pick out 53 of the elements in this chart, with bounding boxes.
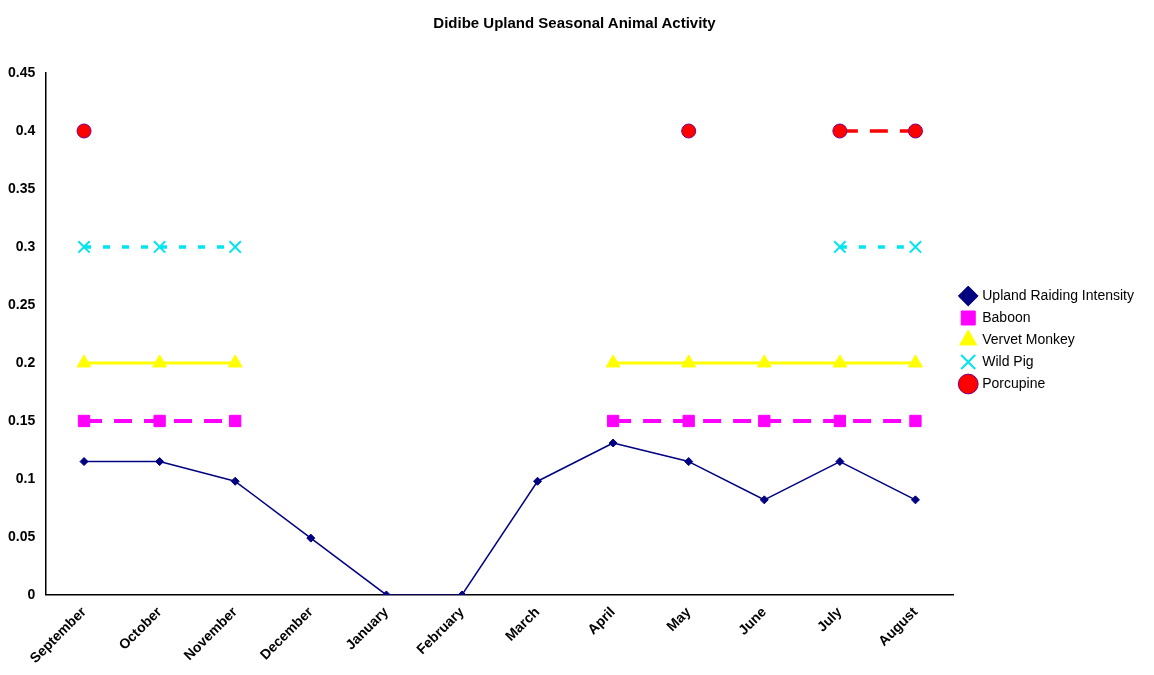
point: [833, 414, 847, 428]
y-tick-label: 0.4: [15, 121, 36, 138]
y-tick-label: 0.25: [8, 295, 36, 312]
legend-label: Baboon: [982, 308, 1031, 325]
point: [681, 354, 697, 368]
legend-label: Porcupine: [982, 374, 1046, 391]
y-tick-label: 0.15: [8, 411, 36, 428]
point: [76, 354, 92, 368]
point: [77, 240, 91, 254]
point: [79, 457, 89, 467]
point: [608, 438, 618, 448]
point: [153, 414, 166, 428]
x-tick-label: July: [813, 603, 845, 635]
chart-title: Didibe Upland Seasonal Animal Activity: [433, 14, 717, 32]
point: [155, 457, 165, 467]
point: [756, 354, 772, 368]
point: [77, 414, 91, 428]
legend-label: Upland Raiding Intensity: [982, 286, 1135, 303]
point: [227, 354, 243, 368]
y-tick-label: 0.1: [15, 469, 36, 486]
point: [229, 414, 242, 428]
point: [152, 354, 168, 368]
y-tick-label: 0.2: [15, 353, 36, 370]
point: [684, 457, 694, 467]
point: [306, 533, 316, 543]
point: [908, 354, 923, 368]
point: [152, 240, 167, 254]
point: [605, 354, 621, 368]
y-tick-label: 0.3: [15, 237, 36, 254]
point: [533, 476, 543, 486]
point: [907, 123, 923, 139]
point: [908, 240, 923, 254]
point: [833, 240, 847, 254]
point: [832, 354, 848, 368]
point: [758, 414, 771, 428]
point: [835, 457, 845, 467]
point: [228, 240, 242, 254]
legend-label: Wild Pig: [982, 352, 1034, 369]
y-tick-label: 0: [27, 585, 36, 602]
point: [606, 414, 620, 428]
point: [76, 123, 92, 139]
point: [682, 414, 695, 428]
point: [230, 476, 240, 486]
y-tick-label: 0.35: [8, 179, 36, 196]
y-tick-label: 0.45: [8, 63, 36, 80]
point: [909, 414, 922, 428]
point: [681, 123, 697, 139]
legend-label: Vervet Monkey: [982, 330, 1075, 347]
point: [910, 495, 920, 505]
point: [832, 123, 848, 139]
point: [759, 495, 769, 505]
x-tick-label: May: [662, 603, 694, 634]
y-tick-label: 0.05: [8, 527, 36, 544]
